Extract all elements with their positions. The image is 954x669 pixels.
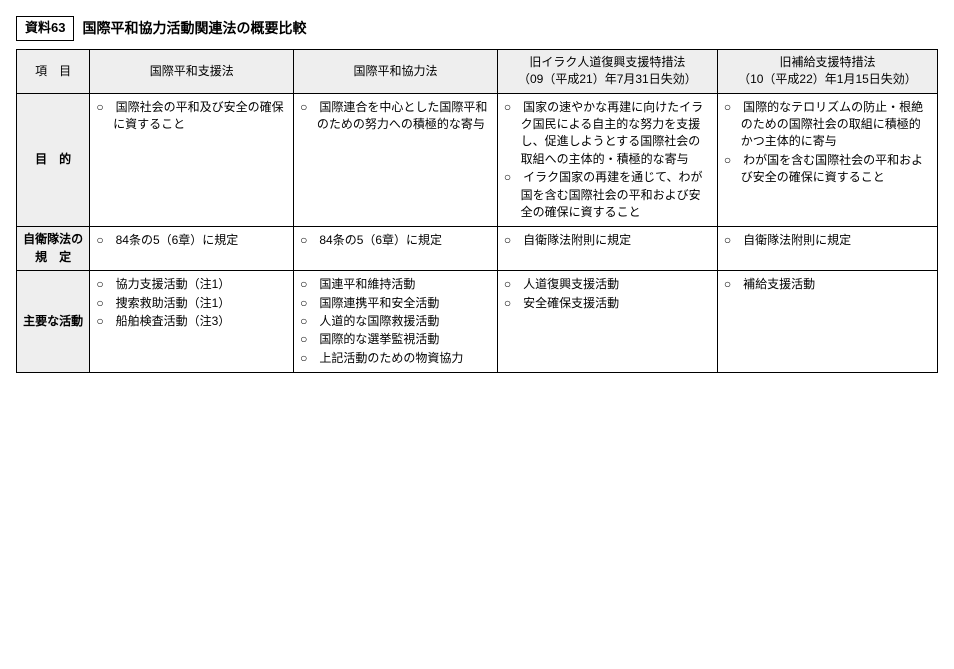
cell-sdf-2: 84条の5（6章）に規定 — [294, 227, 498, 271]
col-header-1: 国際平和支援法 — [90, 49, 294, 93]
cell-purpose-1: 国際社会の平和及び安全の確保に資すること — [90, 93, 294, 227]
list-item: 協力支援活動（注1） — [96, 276, 287, 293]
list-item: 国際社会の平和及び安全の確保に資すること — [96, 99, 287, 134]
list-item: 捜索救助活動（注1） — [96, 295, 287, 312]
col-header-2: 国際平和協力法 — [294, 49, 498, 93]
cell-act-3: 人道復興支援活動安全確保支援活動 — [497, 271, 717, 373]
list-item: 人道的な国際救援活動 — [300, 313, 491, 330]
col-header-item: 項 目 — [17, 49, 90, 93]
list-item: 自衛隊法附則に規定 — [504, 232, 711, 249]
list-item: 84条の5（6章）に規定 — [96, 232, 287, 249]
list-item: 人道復興支援活動 — [504, 276, 711, 293]
list-item: 国際的なテロリズムの防止・根絶のための国際社会の取組に積極的かつ主体的に寄与 — [724, 99, 931, 151]
cell-purpose-2: 国際連合を中心とした国際平和のための努力への積極的な寄与 — [294, 93, 498, 227]
list-item: 上記活動のための物資協力 — [300, 350, 491, 367]
list-item: 補給支援活動 — [724, 276, 931, 293]
cell-act-1: 協力支援活動（注1） 捜索救助活動（注1）船舶検査活動（注3） — [90, 271, 294, 373]
cell-act-4: 補給支援活動 — [717, 271, 937, 373]
list-item: わが国を含む国際社会の平和および安全の確保に資すること — [724, 152, 931, 187]
list-item: 国際連携平和安全活動 — [300, 295, 491, 312]
rowhdr-activities: 主要な活動 — [17, 271, 90, 373]
cell-purpose-4: 国際的なテロリズムの防止・根絶のための国際社会の取組に積極的かつ主体的に寄与わが… — [717, 93, 937, 227]
list-item: イラク国家の再建を通じて、わが国を含む国際社会の平和および安全の確保に資すること — [504, 169, 711, 221]
document-header: 資料63 国際平和協力活動関連法の概要比較 — [16, 16, 938, 41]
list-item: 自衛隊法附則に規定 — [724, 232, 931, 249]
cell-act-2: 国連平和維持活動国際連携平和安全活動人道的な国際救援活動国際的な選挙監視活動上記… — [294, 271, 498, 373]
list-item: 国際連合を中心とした国際平和のための努力への積極的な寄与 — [300, 99, 491, 134]
list-item: 84条の5（6章）に規定 — [300, 232, 491, 249]
col-header-3: 旧イラク人道復興支援特措法 （09（平成21）年7月31日失効） — [497, 49, 717, 93]
cell-purpose-3: 国家の速やかな再建に向けたイラク国民による自主的な努力を支援し、促進しようとする… — [497, 93, 717, 227]
rowhdr-sdf: 自衛隊法の規 定 — [17, 227, 90, 271]
rowhdr-purpose: 目 的 — [17, 93, 90, 227]
cell-sdf-1: 84条の5（6章）に規定 — [90, 227, 294, 271]
list-item: 国家の速やかな再建に向けたイラク国民による自主的な努力を支援し、促進しようとする… — [504, 99, 711, 169]
comparison-table: 項 目 国際平和支援法 国際平和協力法 旧イラク人道復興支援特措法 （09（平成… — [16, 49, 938, 373]
list-item: 国際的な選挙監視活動 — [300, 331, 491, 348]
cell-sdf-4: 自衛隊法附則に規定 — [717, 227, 937, 271]
list-item: 安全確保支援活動 — [504, 295, 711, 312]
cell-sdf-3: 自衛隊法附則に規定 — [497, 227, 717, 271]
badge: 資料63 — [16, 16, 74, 41]
page-title: 国際平和協力活動関連法の概要比較 — [82, 18, 306, 38]
list-item: 船舶検査活動（注3） — [96, 313, 287, 330]
col-header-4: 旧補給支援特措法 （10（平成22）年1月15日失効） — [717, 49, 937, 93]
list-item: 国連平和維持活動 — [300, 276, 491, 293]
